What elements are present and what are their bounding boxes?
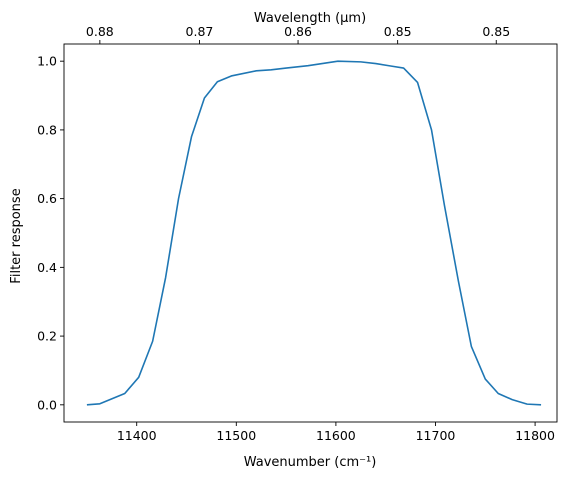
y-tick-label: 0.6 (37, 191, 57, 206)
y-tick-label: 0.0 (37, 397, 57, 412)
axes-frame-rect (63, 43, 558, 423)
x2-tick-label: 0.85 (384, 24, 412, 39)
x-axis-label: Wavenumber (cm⁻¹) (244, 455, 377, 470)
x-axis-bottom: 11400 11500 11600 11700 11800 (117, 422, 555, 443)
y-tick-label: 1.0 (37, 54, 57, 69)
x2-tick-label: 0.85 (482, 24, 510, 39)
x-tick-label: 11700 (416, 428, 456, 443)
y-axis-label: Filter response (9, 188, 24, 283)
series-line-0 (86, 60, 542, 406)
y-tick-label: 0.4 (37, 260, 57, 275)
y-axis-left: 0.0 0.2 0.4 0.6 0.8 1.0 (37, 54, 64, 412)
y-tick-label: 0.8 (37, 122, 57, 137)
x-tick-label: 11600 (316, 428, 356, 443)
x-tick-label: 11400 (117, 428, 157, 443)
x-tick-label: 11800 (515, 428, 555, 443)
x2-tick-label: 0.86 (284, 24, 312, 39)
x2-tick-label: 0.88 (86, 24, 114, 39)
series-layer (86, 60, 542, 406)
x-axis-top: 0.88 0.87 0.86 0.85 0.85 (86, 24, 510, 44)
top-axis-label: Wavelength (μm) (254, 11, 366, 26)
x-tick-label: 11500 (216, 428, 256, 443)
x2-tick-label: 0.87 (186, 24, 214, 39)
axes-frame (63, 43, 558, 423)
y-tick-label: 0.2 (37, 329, 57, 344)
